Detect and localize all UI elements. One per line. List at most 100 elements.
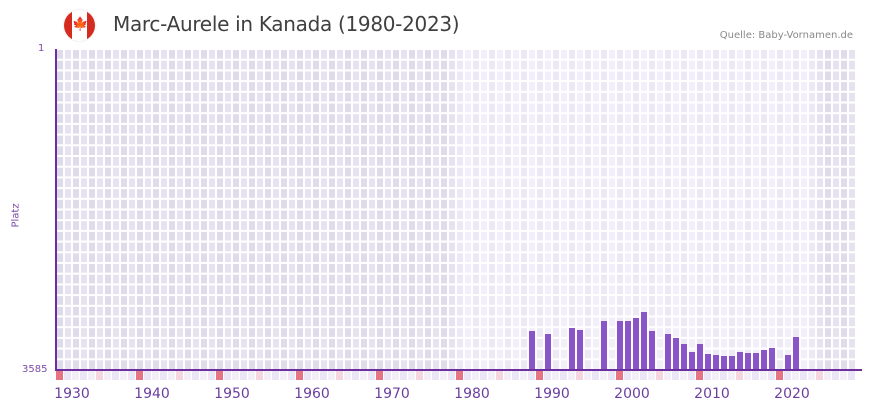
year-marker <box>488 371 495 380</box>
year-marker <box>200 371 207 380</box>
year-marker <box>64 371 71 380</box>
x-axis-label: 1960 <box>294 386 330 402</box>
x-axis-label: 1940 <box>134 386 170 402</box>
year-marker <box>656 371 663 380</box>
bar-1993[interactable] <box>577 330 583 370</box>
year-marker <box>192 371 199 380</box>
x-axis-label: 2000 <box>614 386 650 402</box>
year-marker <box>88 371 95 380</box>
year-marker <box>472 371 479 380</box>
bar-1998[interactable] <box>617 321 623 370</box>
year-marker <box>696 371 703 380</box>
year-marker <box>320 371 327 380</box>
bar-2001[interactable] <box>641 312 647 370</box>
year-marker <box>344 371 351 380</box>
year-marker <box>592 371 599 380</box>
year-marker <box>80 371 87 380</box>
year-marker <box>104 371 111 380</box>
year-marker <box>640 371 647 380</box>
bar-2002[interactable] <box>649 331 655 370</box>
year-marker <box>456 371 463 380</box>
bar-2019[interactable] <box>785 355 791 370</box>
year-marker <box>360 371 367 380</box>
year-marker <box>624 371 631 380</box>
bar-2014[interactable] <box>745 352 751 370</box>
bar-2011[interactable] <box>721 356 727 370</box>
bar-2007[interactable] <box>689 352 695 370</box>
bar-1996[interactable] <box>601 321 607 370</box>
bar-2005[interactable] <box>673 338 679 370</box>
bar-2004[interactable] <box>665 334 671 370</box>
year-marker <box>152 371 159 380</box>
year-marker <box>768 371 775 380</box>
bar-2000[interactable] <box>633 318 639 370</box>
bar-2016[interactable] <box>761 350 767 370</box>
bar-1992[interactable] <box>569 328 575 370</box>
plot-area <box>56 49 862 370</box>
year-marker <box>392 371 399 380</box>
year-marker <box>648 371 655 380</box>
year-marker <box>288 371 295 380</box>
year-marker <box>248 371 255 380</box>
y-axis-top-label: 1 <box>38 43 45 54</box>
year-marker <box>136 371 143 380</box>
year-marker <box>600 371 607 380</box>
year-marker <box>832 371 839 380</box>
x-axis-label: 1950 <box>214 386 250 402</box>
year-marker <box>536 371 543 380</box>
year-marker <box>824 371 831 380</box>
year-marker <box>576 371 583 380</box>
bar-2006[interactable] <box>681 344 687 370</box>
bar-2008[interactable] <box>697 344 703 370</box>
bar-2013[interactable] <box>737 352 743 370</box>
year-marker <box>848 371 855 380</box>
bar-1989[interactable] <box>545 334 551 370</box>
year-marker <box>688 371 695 380</box>
x-axis-label: 1990 <box>534 386 570 402</box>
year-marker <box>56 371 63 380</box>
year-marker <box>336 371 343 380</box>
year-marker <box>528 371 535 380</box>
year-marker <box>560 371 567 380</box>
year-marker <box>736 371 743 380</box>
bar-2020[interactable] <box>793 337 799 370</box>
year-marker <box>544 371 551 380</box>
year-marker <box>464 371 471 380</box>
year-marker <box>704 371 711 380</box>
year-marker <box>816 371 823 380</box>
year-marker <box>680 371 687 380</box>
year-marker <box>504 371 511 380</box>
year-marker <box>208 371 215 380</box>
year-marker <box>432 371 439 380</box>
year-marker <box>160 371 167 380</box>
year-marker <box>416 371 423 380</box>
bar-2009[interactable] <box>705 354 711 370</box>
year-marker <box>264 371 271 380</box>
bar-1987[interactable] <box>529 331 535 370</box>
year-marker <box>808 371 815 380</box>
x-axis-line <box>56 369 862 371</box>
canada-flag-icon: 🍁 <box>64 10 95 41</box>
year-marker <box>632 371 639 380</box>
year-marker <box>512 371 519 380</box>
chart-title: Marc-Aurele in Kanada (1980-2023) <box>113 12 460 36</box>
year-marker <box>616 371 623 380</box>
bar-1999[interactable] <box>625 321 631 370</box>
bar-2015[interactable] <box>753 352 759 370</box>
x-axis-label: 1930 <box>54 386 90 402</box>
year-marker <box>672 371 679 380</box>
grid-background <box>57 50 855 369</box>
year-marker <box>280 371 287 380</box>
bar-2010[interactable] <box>713 355 719 370</box>
bar-2012[interactable] <box>729 356 735 370</box>
bar-2017[interactable] <box>769 348 775 370</box>
year-marker <box>312 371 319 380</box>
year-marker <box>168 371 175 380</box>
year-marker <box>224 371 231 380</box>
year-marker <box>120 371 127 380</box>
y-axis-title: Platz <box>10 203 22 228</box>
year-marker <box>496 371 503 380</box>
year-marker <box>296 371 303 380</box>
year-marker <box>840 371 847 380</box>
year-marker <box>752 371 759 380</box>
